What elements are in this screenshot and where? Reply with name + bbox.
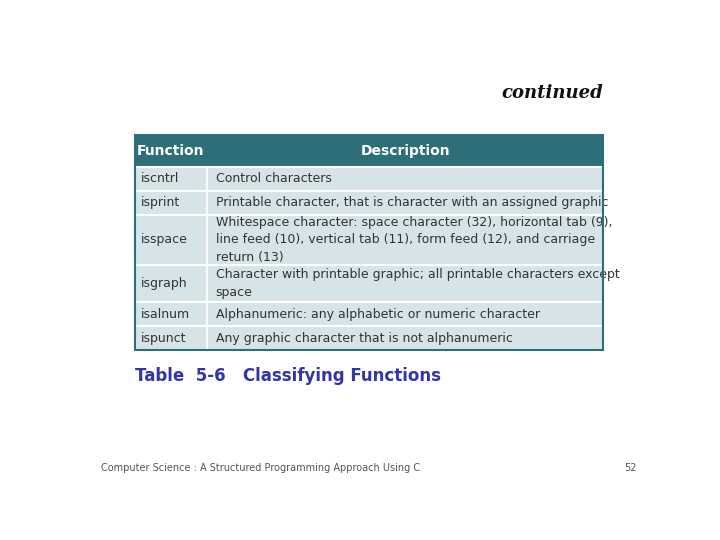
FancyBboxPatch shape (135, 302, 603, 326)
Text: Any graphic character that is not alphanumeric: Any graphic character that is not alphan… (216, 332, 513, 345)
Text: isalnum: isalnum (141, 308, 191, 321)
FancyBboxPatch shape (135, 167, 603, 191)
FancyBboxPatch shape (135, 326, 603, 350)
Text: Alphanumeric: any alphabetic or numeric character: Alphanumeric: any alphabetic or numeric … (216, 308, 540, 321)
FancyBboxPatch shape (135, 136, 603, 167)
Text: isprint: isprint (141, 197, 181, 210)
Text: Table  5-6   Classifying Functions: Table 5-6 Classifying Functions (135, 367, 441, 385)
Text: Whitespace character: space character (32), horizontal tab (9),
line feed (10), : Whitespace character: space character (3… (216, 216, 612, 264)
Text: Printable character, that is character with an assigned graphic: Printable character, that is character w… (216, 197, 608, 210)
Text: 52: 52 (624, 463, 637, 473)
FancyBboxPatch shape (135, 265, 603, 302)
Text: Description: Description (361, 144, 450, 158)
FancyBboxPatch shape (135, 215, 603, 265)
Text: Character with printable graphic; all printable characters except
space: Character with printable graphic; all pr… (216, 268, 619, 299)
Text: continued: continued (502, 84, 603, 102)
Text: Computer Science : A Structured Programming Approach Using C: Computer Science : A Structured Programm… (101, 463, 420, 473)
Text: Function: Function (138, 144, 204, 158)
Text: iscntrl: iscntrl (141, 172, 180, 185)
Text: Control characters: Control characters (216, 172, 331, 185)
FancyBboxPatch shape (135, 191, 603, 215)
Text: ispunct: ispunct (141, 332, 186, 345)
Text: isgraph: isgraph (141, 277, 188, 290)
Text: isspace: isspace (141, 233, 188, 246)
